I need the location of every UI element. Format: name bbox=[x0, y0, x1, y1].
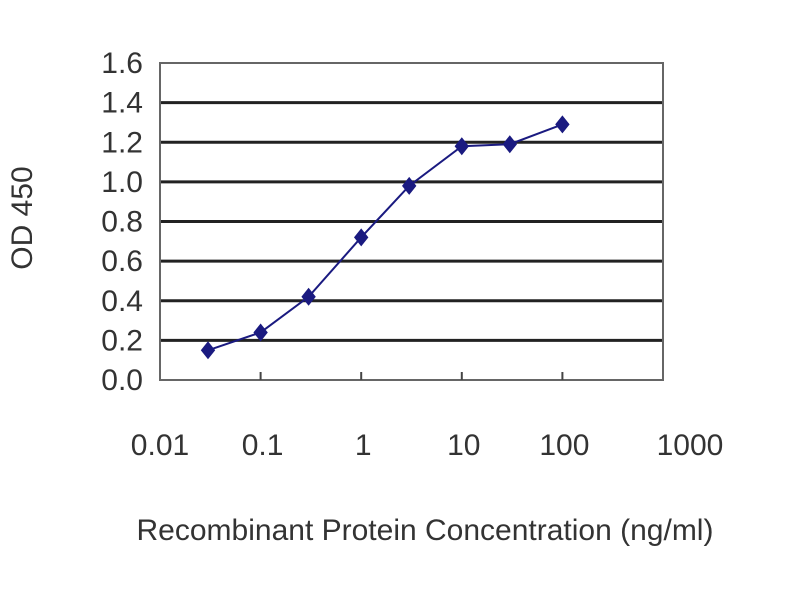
series bbox=[200, 115, 570, 360]
x-tick-label: 1000 bbox=[657, 429, 724, 462]
x-tick-label: 10 bbox=[447, 429, 480, 462]
y-tick-label: 0.8 bbox=[101, 206, 143, 239]
y-tick-label: 0.2 bbox=[101, 324, 143, 357]
grid-lines bbox=[160, 101, 663, 342]
data-point bbox=[301, 287, 316, 306]
x-tick-label: 100 bbox=[539, 429, 589, 462]
data-point bbox=[253, 323, 268, 342]
y-tick-label: 1.6 bbox=[101, 47, 143, 80]
y-tick-label: 0.0 bbox=[101, 364, 143, 397]
series-line bbox=[207, 123, 563, 352]
x-tick-label: 1 bbox=[355, 429, 372, 462]
data-point bbox=[555, 115, 570, 134]
x-tick-label: 0.1 bbox=[242, 429, 284, 462]
x-axis: 0.01 0.1 1 10 100 1000 bbox=[131, 372, 724, 462]
x-axis-label: Recombinant Protein Concentration (ng/ml… bbox=[137, 514, 714, 547]
data-point bbox=[401, 176, 417, 195]
data-point bbox=[502, 135, 517, 154]
y-tick-label: 0.6 bbox=[101, 245, 143, 278]
y-tick-label: 0.4 bbox=[101, 285, 143, 318]
y-axis: 0.0 0.2 0.4 0.6 0.8 1.0 1.2 1.4 1.6 bbox=[101, 47, 143, 397]
y-axis-label: OD 450 bbox=[6, 166, 39, 269]
data-point bbox=[454, 137, 469, 156]
data-point bbox=[200, 341, 216, 360]
plot-area bbox=[159, 62, 664, 381]
x-tick-label: 0.01 bbox=[131, 429, 189, 462]
y-tick-label: 1.4 bbox=[101, 87, 143, 120]
y-tick-label: 1.2 bbox=[101, 126, 143, 159]
data-point bbox=[354, 228, 369, 247]
y-tick-label: 1.0 bbox=[101, 166, 143, 199]
